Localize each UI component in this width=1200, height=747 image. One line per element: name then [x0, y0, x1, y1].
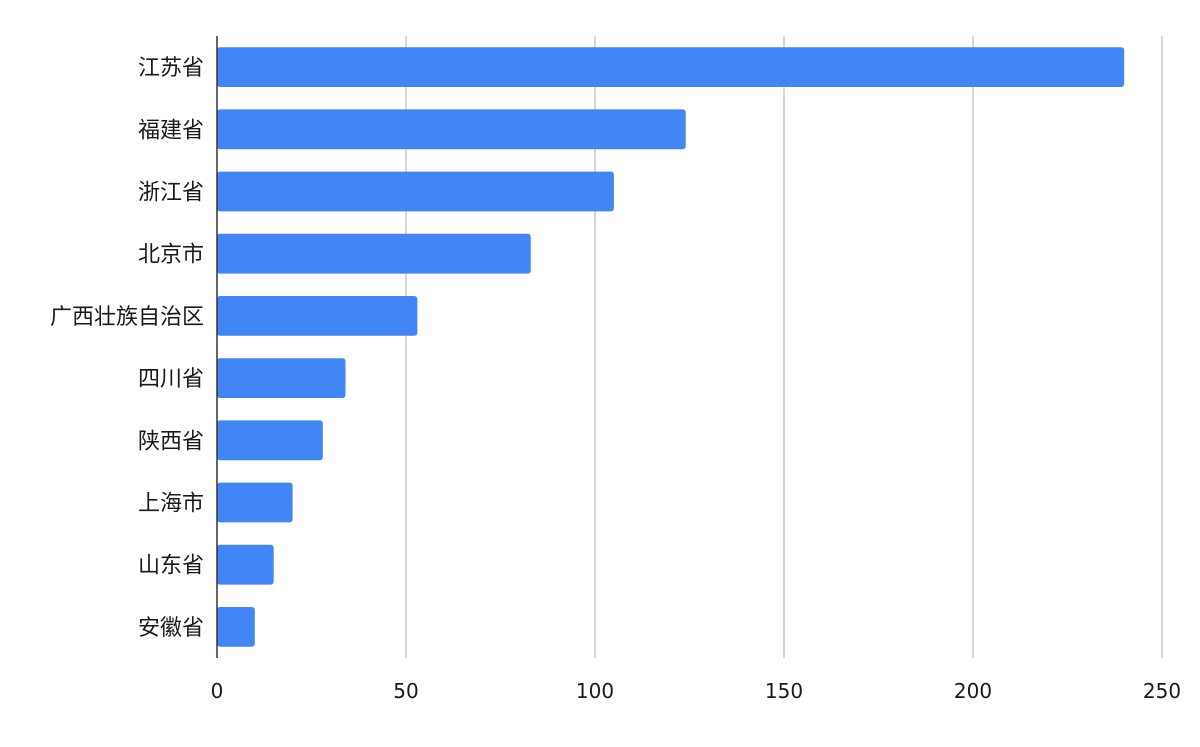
x-tick-label: 50 [393, 679, 418, 703]
bars [217, 47, 1125, 647]
category-label: 江苏省 [138, 56, 204, 81]
bar [217, 420, 323, 461]
category-label: 福建省 [138, 118, 204, 143]
x-tick-label: 250 [1143, 679, 1181, 703]
bar [217, 47, 1125, 88]
bar [217, 233, 531, 274]
category-label: 陕西省 [138, 429, 204, 454]
category-label: 上海市 [138, 492, 204, 517]
x-tick-label: 100 [576, 679, 614, 703]
bar [217, 544, 274, 585]
bar [217, 109, 686, 150]
category-label: 四川省 [138, 367, 204, 392]
bar [217, 482, 293, 523]
category-label: 浙江省 [138, 181, 204, 206]
bar [217, 295, 418, 336]
bar [217, 171, 614, 212]
category-label: 山东省 [138, 554, 204, 579]
category-label: 广西壮族自治区 [50, 305, 204, 330]
x-tick-label: 200 [954, 679, 992, 703]
bar [217, 606, 255, 647]
category-label: 安徽省 [138, 616, 204, 641]
bar [217, 358, 346, 399]
x-tick-label: 0 [211, 679, 224, 703]
category-label: 北京市 [138, 243, 204, 268]
x-tick-labels: 0 50 100 150 200 250 [211, 679, 1181, 703]
x-tick-label: 150 [765, 679, 803, 703]
